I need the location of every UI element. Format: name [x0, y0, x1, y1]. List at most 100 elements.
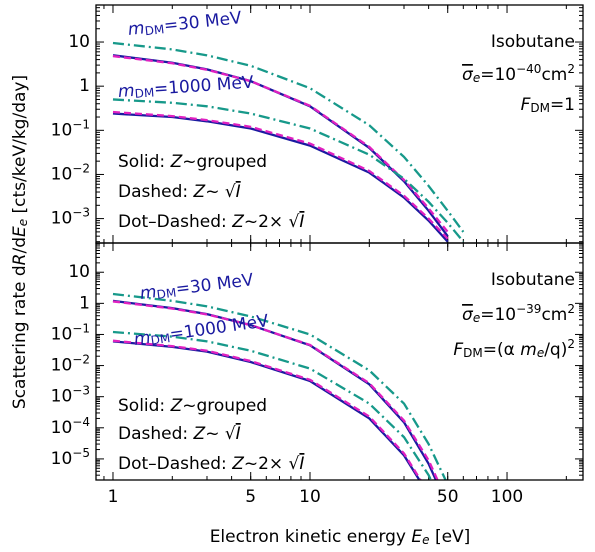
text-part: DM: [144, 22, 165, 38]
y-tick-label: 10−1: [51, 117, 90, 140]
tick-base: 10: [51, 324, 73, 344]
y-tick-label: 10: [68, 32, 90, 52]
plot-area: [112, 41, 465, 243]
text-part: =30 MeV: [175, 270, 255, 299]
y-tick-label: 10−3: [51, 384, 90, 407]
text-part: Dot–Dashed:: [118, 454, 232, 474]
text-part: Dashed:: [118, 424, 194, 444]
text-part: I: [299, 212, 304, 232]
line-series: [112, 300, 439, 480]
annotation: Isobutane: [491, 32, 575, 52]
y-tick-label: 10−5: [51, 446, 90, 469]
text-part: m: [139, 282, 158, 304]
text-part: Solid:: [118, 152, 171, 172]
y-tick-label: 10−3: [51, 206, 90, 229]
y-tick-label: 10−1: [51, 322, 90, 345]
text-part: ~2× √: [244, 454, 300, 474]
annotation: mDM=1000 MeV: [117, 73, 254, 103]
text-part: F: [521, 95, 531, 115]
text-part: =(α: [483, 340, 521, 360]
text-part: e: [422, 533, 429, 547]
tick-base: 10: [51, 449, 73, 469]
tick-exp: −2: [72, 353, 90, 367]
y-tick-label: 10−2: [51, 162, 90, 185]
text-part: m: [133, 328, 152, 350]
annotation: Dashed: Z~ √I: [118, 424, 241, 444]
text-part: cm: [541, 305, 567, 325]
text-part: Z: [193, 424, 206, 444]
text-part: =10: [480, 305, 516, 325]
text-part: ~grouped: [182, 152, 267, 172]
text-part: [eV]: [430, 527, 471, 547]
tick-base: 10: [51, 120, 73, 140]
text-part: [cts/keV/kg/day]: [10, 75, 30, 219]
y-tick-label: 10−2: [51, 353, 90, 376]
annotation: Dot–Dashed: Z~2× √I: [118, 212, 304, 232]
text-part: 2: [567, 62, 575, 76]
text-part: Isobutane: [491, 32, 575, 52]
text-part: e: [473, 71, 480, 85]
text-part: −40: [516, 62, 541, 76]
text-part: Dashed:: [118, 182, 194, 202]
x-tick-label: 10: [299, 487, 321, 507]
tick-exp: −3: [72, 384, 90, 398]
annotation: FDM=(α me/q)2: [453, 337, 575, 360]
text-part: ~grouped: [182, 396, 267, 416]
text-part: Z: [170, 152, 183, 172]
text-part: Electron kinetic energy: [210, 527, 412, 547]
line-series: [112, 110, 449, 240]
text-part: σ: [462, 65, 474, 85]
tick-exp: −3: [72, 206, 90, 220]
text-part: Z: [170, 396, 183, 416]
text-part: DM: [530, 101, 550, 115]
tick-base: 10: [51, 209, 73, 229]
text-part: e: [537, 346, 544, 360]
tick-exp: −1: [72, 322, 90, 336]
y-tick-label: 10: [68, 262, 90, 282]
text-part: E: [411, 527, 422, 547]
line-series: [112, 54, 449, 233]
tick-base: 10: [51, 164, 73, 184]
text-part: =1000 MeV: [153, 73, 254, 100]
annotation: Dashed: Z~ √I: [118, 182, 241, 202]
text-part: DM: [134, 86, 155, 101]
text-part: Isobutane: [491, 270, 575, 290]
text-part: DM: [156, 286, 177, 302]
text-part: ~2× √: [244, 212, 300, 232]
text-part: −39: [516, 302, 541, 316]
y-tick-label: 1: [79, 76, 90, 96]
annotation: Solid: Z~grouped: [118, 396, 267, 416]
text-part: /d: [10, 237, 30, 254]
plot-frame: [95, 242, 584, 481]
tick-exp: −4: [72, 415, 90, 429]
text-part: I: [236, 424, 241, 444]
line-series: [112, 41, 465, 233]
text-part: R: [10, 254, 30, 266]
text-part: Z: [231, 212, 244, 232]
tick-base: 10: [51, 356, 73, 376]
text-part: 2: [567, 302, 575, 316]
annotation: Isobutane: [491, 270, 575, 290]
annotation: mDM=1000 MeV: [133, 311, 271, 350]
text-part: 2: [567, 337, 575, 351]
text-part: e: [16, 219, 30, 226]
annotation: σe=10−40cm2: [462, 62, 575, 85]
text-part: Scattering rate d: [10, 265, 30, 409]
text-part: =30 MeV: [163, 8, 243, 36]
x-axis-label: Electron kinetic energy Ee [eV]: [210, 527, 471, 547]
text-part: e: [473, 311, 480, 325]
text-part: σ: [462, 305, 474, 325]
annotation: FDM=1: [521, 95, 575, 115]
text-part: I: [236, 182, 241, 202]
x-tick-label: 100: [491, 487, 523, 507]
text-part: I: [299, 454, 304, 474]
annotation: mDM=30 MeV: [139, 270, 255, 304]
text-part: m: [520, 340, 537, 360]
text-part: Solid:: [118, 396, 171, 416]
tick-exp: −1: [72, 117, 90, 131]
x-tick-label: 5: [245, 487, 256, 507]
annotation: Dot–Dashed: Z~2× √I: [118, 454, 304, 474]
x-tick-label: 1: [108, 487, 119, 507]
text-part: =10: [480, 65, 516, 85]
